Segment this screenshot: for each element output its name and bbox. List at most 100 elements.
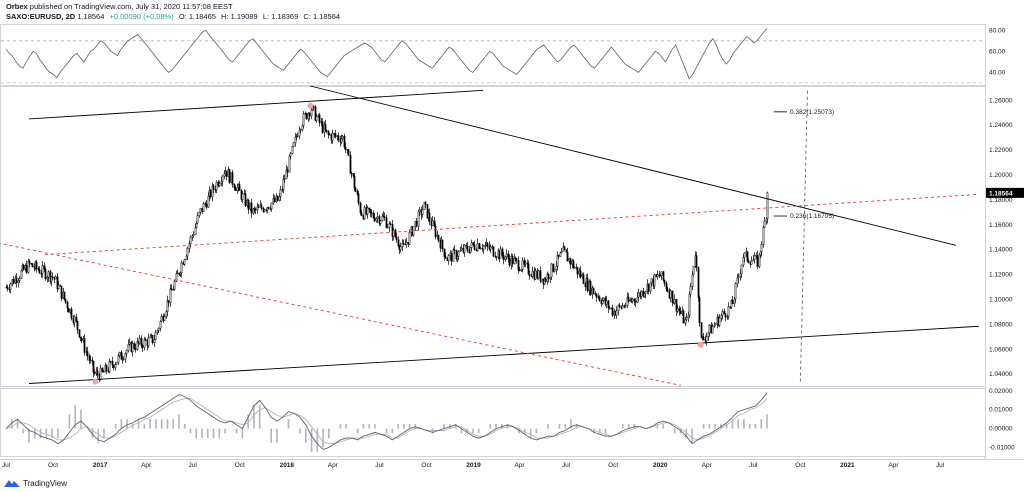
candle-body	[484, 245, 487, 247]
publisher-name[interactable]: Orbex	[6, 2, 28, 11]
candle-body	[520, 269, 523, 271]
candle-body	[753, 255, 756, 260]
candle-body	[70, 308, 73, 319]
candle-body	[615, 310, 618, 316]
candle-body	[544, 278, 547, 282]
candle-body	[659, 275, 662, 277]
candle-body	[238, 184, 241, 191]
time-tick-label: Jul	[2, 462, 11, 469]
candle-body	[595, 294, 598, 298]
candle-body	[192, 233, 195, 236]
candle-body	[89, 359, 92, 362]
candle-body	[495, 256, 498, 259]
candle-body	[185, 255, 188, 260]
candle-body	[9, 283, 12, 290]
candle-body	[247, 199, 250, 210]
macd-tick-label: 0.02000	[989, 388, 1013, 395]
candle-body	[395, 236, 398, 241]
candle-body	[195, 222, 198, 228]
candle-body	[469, 247, 472, 253]
candle-body	[47, 271, 50, 278]
candle-body	[624, 305, 627, 307]
candle-body	[589, 281, 592, 295]
candle-body	[441, 239, 444, 250]
trendline-gray-dashed[interactable]	[799, 88, 808, 382]
symbol-label[interactable]: SAXO:EURUSD, 2D	[6, 12, 76, 21]
macd-signal-line[interactable]	[5, 397, 768, 445]
candle-body	[276, 195, 279, 201]
candle-body	[76, 320, 79, 330]
candle-body	[289, 153, 292, 157]
pivot-marker[interactable]	[307, 102, 314, 109]
candle-body	[352, 173, 355, 177]
candle-body	[547, 274, 550, 280]
candle-body	[433, 220, 436, 227]
candle-body	[41, 265, 44, 274]
trendline-solid[interactable]	[28, 89, 484, 120]
candle-body	[160, 315, 163, 322]
candle-body	[631, 298, 634, 302]
candle-body	[447, 255, 450, 261]
candle-body	[424, 202, 427, 205]
candle-body	[218, 182, 221, 187]
candle-body	[643, 293, 646, 297]
candle-body	[765, 218, 768, 222]
candle-body	[766, 192, 769, 220]
candle-body	[102, 371, 105, 373]
candle-body	[233, 184, 236, 189]
candle-body	[363, 207, 366, 220]
candle-body	[762, 227, 765, 245]
macd-tick-label: -0.01000	[989, 445, 1015, 452]
candle-body	[385, 217, 388, 228]
candle-body	[179, 272, 182, 275]
candle-body	[136, 340, 139, 350]
rsi-series-line[interactable]	[5, 27, 768, 80]
candle-body	[644, 291, 647, 295]
candle-body	[225, 170, 228, 177]
candle-body	[140, 337, 143, 346]
candle-body	[760, 244, 763, 252]
candle-body	[111, 361, 114, 366]
candle-body	[515, 258, 518, 261]
candle-body	[109, 361, 112, 363]
candle-body	[602, 297, 605, 301]
candle-body	[96, 370, 99, 376]
candle-body	[617, 305, 620, 312]
candle-body	[211, 185, 214, 198]
candle-body	[343, 135, 346, 148]
candle-body	[282, 179, 285, 190]
candle-body	[88, 355, 91, 361]
candle-body	[746, 251, 749, 261]
candle-body	[101, 367, 104, 372]
candle-body	[298, 130, 301, 137]
rsi-tick-label: 60.00	[989, 48, 1006, 55]
candle-body	[437, 234, 440, 241]
candle-body	[250, 202, 253, 214]
candle-body	[236, 186, 239, 191]
candle-body	[59, 285, 62, 287]
trendline-solid[interactable]	[28, 325, 979, 384]
candle-body	[408, 232, 411, 245]
candle-body	[653, 274, 656, 287]
candle-body	[92, 361, 95, 373]
candle-body	[252, 208, 255, 214]
candle-body	[660, 271, 663, 276]
candle-body	[494, 255, 497, 258]
macd-line[interactable]	[5, 392, 768, 450]
pivot-marker[interactable]	[697, 341, 704, 348]
fib-level-label: 0.236(1.16705)	[790, 213, 834, 220]
pivot-marker[interactable]	[92, 378, 99, 385]
candle-body	[138, 337, 141, 344]
trendline-red-dashed[interactable]	[0, 242, 681, 386]
price-tick-label: 1.22000	[989, 147, 1013, 154]
candle-body	[756, 254, 759, 267]
trendline-red-dashed[interactable]	[44, 193, 979, 256]
candle-body	[472, 242, 475, 246]
time-tick-label: Jul	[375, 462, 384, 469]
candle-body	[15, 277, 18, 284]
candle-body	[662, 271, 665, 281]
trendline-solid[interactable]	[310, 85, 956, 246]
candle-body	[649, 282, 652, 292]
time-tick-label: Jul	[749, 462, 758, 469]
